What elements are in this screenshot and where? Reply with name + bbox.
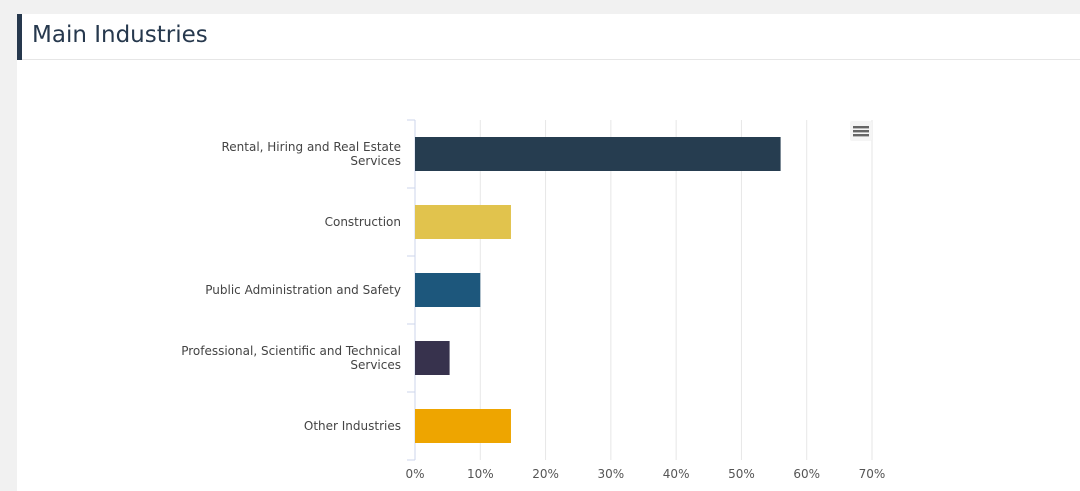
bar[interactable] bbox=[415, 137, 781, 171]
panel-header: Main Industries bbox=[17, 14, 1080, 60]
category-label-line: Other Industries bbox=[304, 419, 401, 433]
value-tick-label: 40% bbox=[663, 467, 690, 481]
bar[interactable] bbox=[415, 273, 481, 307]
bars bbox=[415, 137, 781, 443]
category-label: Professional, Scientific and Technical Se… bbox=[181, 344, 401, 372]
category-label-line: Professional, Scientific and Technical bbox=[181, 344, 401, 358]
category-axis bbox=[407, 119, 416, 461]
value-tick-label: 10% bbox=[467, 467, 494, 481]
category-label: Construction bbox=[325, 215, 401, 229]
category-label-line: Services bbox=[350, 154, 401, 168]
value-tick-label: 50% bbox=[728, 467, 755, 481]
category-label: Public Administration and Safety bbox=[205, 283, 401, 297]
category-labels: Rental, Hiring and Real Estate ServicesCo… bbox=[181, 140, 401, 433]
chart-panel: Main Industries bbox=[17, 14, 1080, 491]
header-accent-bar bbox=[17, 14, 22, 60]
value-tick-label: 0% bbox=[405, 467, 424, 481]
category-label-line: Public Administration and Safety bbox=[205, 283, 401, 297]
value-tick-label: 20% bbox=[532, 467, 559, 481]
bar[interactable] bbox=[415, 341, 450, 375]
category-label-line: Rental, Hiring and Real Estate bbox=[221, 140, 401, 154]
value-axis-ticks: 0% 10% 20% 30% 40% 50% 60% 70% bbox=[405, 467, 885, 481]
category-label-line: Services bbox=[350, 358, 401, 372]
category-label: Other Industries bbox=[304, 419, 401, 433]
bar[interactable] bbox=[415, 205, 511, 239]
hamburger-menu-icon[interactable] bbox=[850, 121, 872, 141]
value-tick-label: 30% bbox=[598, 467, 625, 481]
value-tick-label: 60% bbox=[793, 467, 820, 481]
category-label-line: Construction bbox=[325, 215, 401, 229]
value-tick-label: 70% bbox=[859, 467, 886, 481]
gridlines bbox=[479, 120, 873, 460]
category-label: Rental, Hiring and Real Estate Services bbox=[221, 140, 401, 168]
bar[interactable] bbox=[415, 409, 511, 443]
page-title: Main Industries bbox=[32, 22, 208, 48]
